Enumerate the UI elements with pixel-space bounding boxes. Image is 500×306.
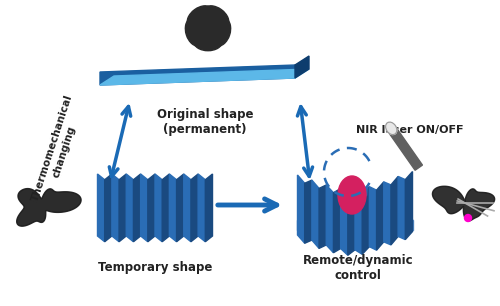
Circle shape (202, 23, 213, 33)
Text: NIR laser ON/OFF: NIR laser ON/OFF (356, 125, 464, 135)
Polygon shape (355, 190, 362, 254)
Circle shape (464, 215, 471, 222)
Polygon shape (16, 188, 81, 226)
Polygon shape (295, 56, 309, 78)
Polygon shape (370, 187, 376, 250)
Text: Thermomechanical
changing: Thermomechanical changing (30, 93, 86, 207)
Polygon shape (376, 182, 384, 250)
Polygon shape (140, 174, 148, 242)
Polygon shape (384, 182, 391, 245)
Ellipse shape (204, 6, 229, 28)
Polygon shape (119, 174, 126, 242)
Polygon shape (191, 174, 198, 242)
Polygon shape (184, 174, 191, 242)
Polygon shape (348, 190, 355, 255)
Polygon shape (104, 174, 112, 242)
Polygon shape (170, 174, 176, 242)
Polygon shape (406, 172, 412, 240)
Polygon shape (148, 174, 155, 242)
Ellipse shape (338, 176, 366, 214)
Polygon shape (134, 174, 140, 242)
Polygon shape (298, 175, 304, 243)
Polygon shape (162, 174, 170, 242)
Polygon shape (304, 180, 312, 243)
Polygon shape (126, 174, 134, 242)
Polygon shape (206, 174, 212, 242)
Ellipse shape (212, 18, 231, 46)
Polygon shape (388, 126, 422, 170)
Text: Temporary shape: Temporary shape (98, 260, 212, 274)
Polygon shape (398, 177, 406, 240)
Ellipse shape (188, 6, 212, 28)
Polygon shape (362, 187, 370, 254)
Ellipse shape (194, 33, 222, 51)
Polygon shape (98, 174, 104, 242)
Polygon shape (100, 69, 309, 85)
Polygon shape (112, 174, 119, 242)
Polygon shape (176, 174, 184, 242)
Polygon shape (100, 65, 295, 85)
Polygon shape (340, 188, 348, 255)
Polygon shape (312, 180, 319, 248)
Text: Remote/dynamic
control: Remote/dynamic control (302, 254, 414, 282)
Ellipse shape (186, 18, 204, 46)
Polygon shape (326, 185, 334, 253)
Polygon shape (334, 188, 340, 253)
Text: Original shape
(permanent): Original shape (permanent) (157, 108, 254, 136)
Polygon shape (391, 177, 398, 245)
Polygon shape (319, 185, 326, 248)
Polygon shape (155, 174, 162, 242)
Polygon shape (432, 186, 494, 221)
Ellipse shape (386, 122, 397, 135)
Polygon shape (198, 174, 205, 242)
